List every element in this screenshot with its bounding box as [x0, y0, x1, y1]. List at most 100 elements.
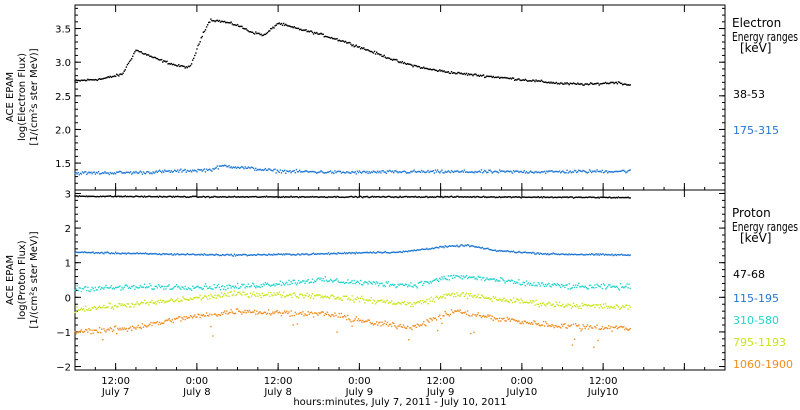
data-point	[191, 59, 194, 61]
data-point	[196, 316, 198, 318]
data-point	[144, 287, 147, 289]
data-point	[102, 78, 104, 80]
data-point	[313, 31, 316, 34]
data-point	[347, 42, 349, 44]
data-point	[131, 195, 133, 198]
data-point	[354, 282, 356, 285]
data-point	[364, 196, 366, 198]
data-point	[482, 171, 485, 173]
data-point	[181, 300, 183, 302]
data-point	[236, 291, 239, 294]
data-point	[569, 325, 571, 327]
data-point	[561, 82, 563, 84]
data-point	[467, 293, 470, 295]
data-point	[249, 311, 252, 313]
data-point	[282, 22, 285, 25]
data-point	[219, 314, 222, 316]
data-point	[551, 82, 553, 84]
data-point	[82, 79, 85, 82]
data-point	[102, 195, 104, 198]
data-point	[427, 248, 429, 251]
data-point	[247, 296, 249, 298]
data-point	[377, 324, 379, 326]
data-point	[113, 253, 116, 255]
data-point	[319, 33, 321, 35]
data-point	[474, 196, 476, 199]
data-point	[291, 196, 293, 198]
data-point	[457, 195, 459, 198]
data-point	[304, 196, 306, 199]
data-point	[523, 251, 525, 254]
data-point	[531, 321, 533, 324]
proton-legend-310-580: 310-580	[733, 314, 779, 327]
data-point	[464, 311, 467, 313]
data-point	[136, 301, 138, 303]
data-point	[450, 274, 453, 277]
data-point	[513, 196, 516, 198]
data-point	[413, 249, 415, 251]
data-point	[462, 73, 465, 75]
data-point	[241, 254, 243, 256]
data-point	[325, 313, 328, 316]
xtick-date-label: July10	[587, 387, 619, 398]
data-point	[324, 295, 327, 297]
data-point	[499, 317, 501, 320]
data-point	[596, 169, 598, 171]
data-point	[443, 172, 445, 174]
data-point	[428, 321, 430, 323]
data-point	[399, 171, 401, 173]
data-point	[260, 296, 262, 299]
data-point	[262, 34, 264, 36]
data-point	[400, 303, 402, 305]
data-point	[343, 251, 346, 254]
data-point	[357, 297, 360, 299]
data-point	[457, 294, 459, 296]
data-point	[459, 277, 461, 279]
data-point	[104, 330, 106, 332]
data-point	[343, 295, 346, 298]
data-point	[354, 195, 356, 198]
data-point	[234, 312, 237, 315]
data-point	[137, 195, 139, 198]
data-point	[557, 82, 560, 85]
data-point	[201, 314, 203, 317]
data-point	[237, 254, 240, 256]
data-point	[86, 173, 88, 176]
data-point	[555, 253, 558, 255]
data-point	[548, 196, 550, 199]
data-point	[523, 301, 525, 303]
data-point	[436, 296, 439, 299]
data-point	[481, 246, 484, 249]
data-point	[141, 252, 144, 255]
data-point	[569, 304, 571, 306]
data-point	[530, 251, 532, 254]
data-point	[433, 196, 436, 198]
data-point	[316, 253, 318, 256]
data-point	[292, 26, 294, 29]
data-point	[163, 171, 165, 173]
data-point	[231, 196, 233, 198]
data-point	[613, 306, 615, 308]
data-point	[325, 296, 328, 298]
data-point	[361, 283, 363, 286]
data-point	[306, 170, 308, 173]
data-point	[171, 299, 174, 301]
data-point	[221, 313, 224, 316]
data-point	[151, 56, 153, 58]
data-point	[576, 286, 578, 289]
data-point	[290, 26, 292, 28]
data-point	[109, 252, 111, 255]
data-point	[103, 288, 105, 290]
data-point	[516, 170, 518, 172]
data-point	[280, 284, 283, 287]
data-point	[450, 169, 453, 172]
data-point	[530, 196, 532, 199]
data-point	[83, 195, 86, 198]
data-point	[363, 170, 365, 172]
data-point	[154, 285, 156, 288]
data-point	[298, 28, 301, 31]
data-point	[209, 253, 211, 256]
data-point	[405, 63, 408, 65]
data-point	[185, 253, 187, 256]
data-point	[349, 195, 351, 198]
